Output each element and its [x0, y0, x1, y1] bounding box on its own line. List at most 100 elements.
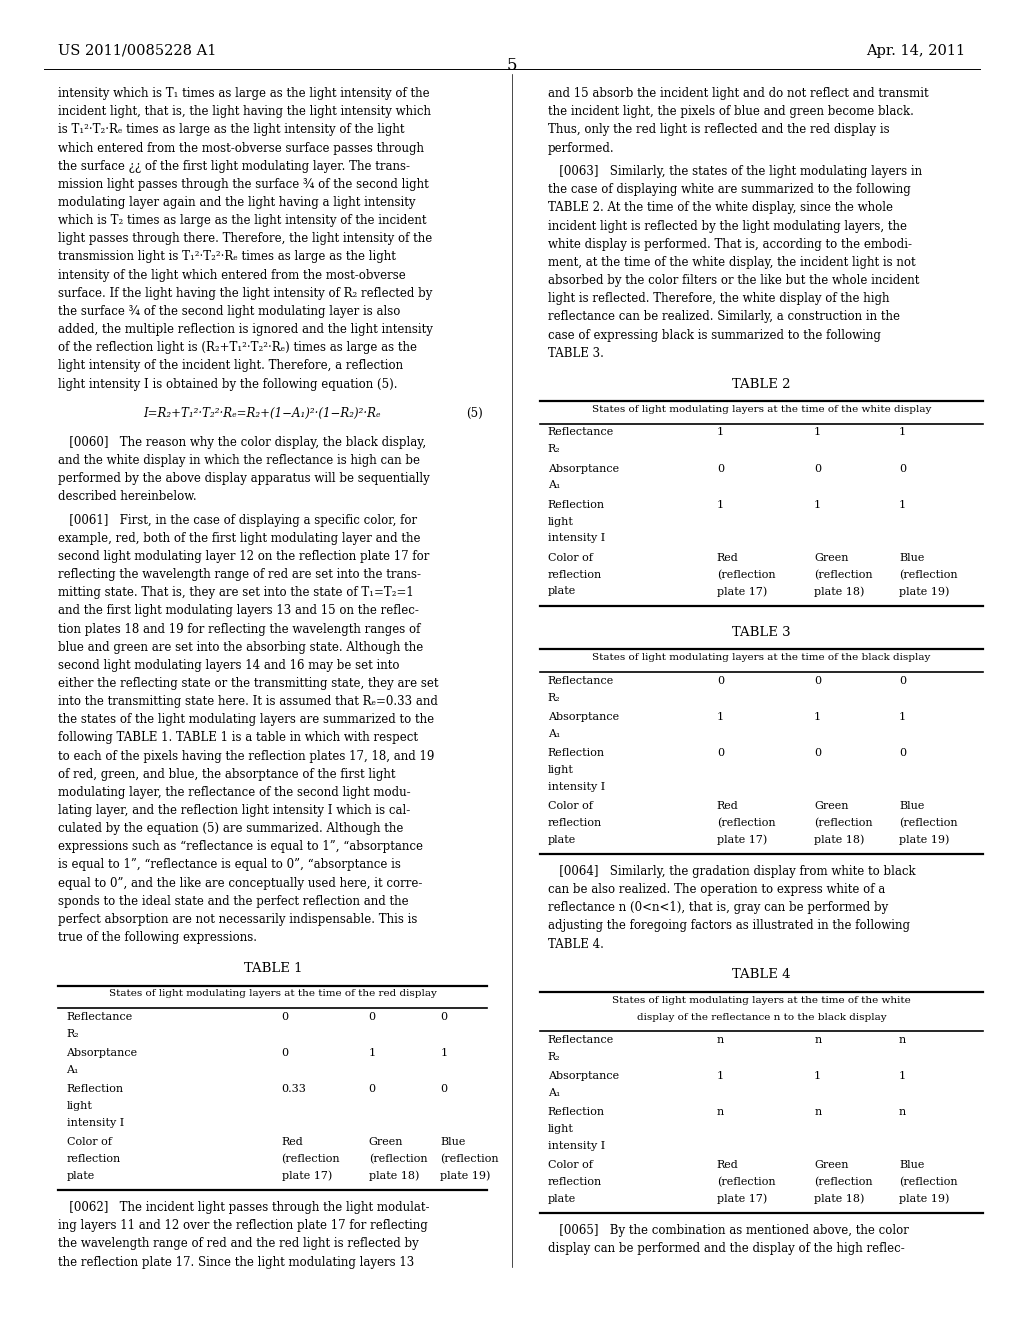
Text: example, red, both of the first light modulating layer and the: example, red, both of the first light mo…	[58, 532, 421, 545]
Text: Green: Green	[369, 1138, 403, 1147]
Text: Color of: Color of	[548, 553, 593, 562]
Text: 0: 0	[440, 1084, 447, 1094]
Text: (reflection: (reflection	[282, 1154, 340, 1164]
Text: [0061]   First, in the case of displaying a specific color, for: [0061] First, in the case of displaying …	[58, 513, 418, 527]
Text: reflection: reflection	[67, 1154, 121, 1164]
Text: 1: 1	[814, 428, 821, 437]
Text: Blue: Blue	[440, 1138, 466, 1147]
Text: which entered from the most-obverse surface passes through: which entered from the most-obverse surf…	[58, 141, 424, 154]
Text: 0: 0	[814, 676, 821, 685]
Text: plate 18): plate 18)	[814, 834, 864, 845]
Text: culated by the equation (5) are summarized. Although the: culated by the equation (5) are summariz…	[58, 822, 403, 836]
Text: added, the multiple reflection is ignored and the light intensity: added, the multiple reflection is ignore…	[58, 323, 433, 337]
Text: case of expressing black is summarized to the following: case of expressing black is summarized t…	[548, 329, 881, 342]
Text: 0: 0	[369, 1012, 376, 1022]
Text: R₂: R₂	[548, 1052, 560, 1061]
Text: Color of: Color of	[548, 1160, 593, 1170]
Text: 1: 1	[717, 1071, 724, 1081]
Text: Green: Green	[814, 801, 849, 810]
Text: and the white display in which the reflectance is high can be: and the white display in which the refle…	[58, 454, 421, 467]
Text: 1: 1	[717, 711, 724, 722]
Text: plate 18): plate 18)	[814, 1193, 864, 1204]
Text: Red: Red	[717, 553, 738, 562]
Text: mitting state. That is, they are set into the state of T₁=T₂=1: mitting state. That is, they are set int…	[58, 586, 414, 599]
Text: n: n	[899, 1107, 906, 1117]
Text: 0: 0	[717, 676, 724, 685]
Text: equal to 0”, and the like are conceptually used here, it corre-: equal to 0”, and the like are conceptual…	[58, 876, 423, 890]
Text: of the reflection light is (R₂+T₁²·T₂²·Rₑ) times as large as the: of the reflection light is (R₂+T₁²·T₂²·R…	[58, 342, 418, 354]
Text: either the reflecting state or the transmitting state, they are set: either the reflecting state or the trans…	[58, 677, 439, 690]
Text: plate 19): plate 19)	[899, 1193, 949, 1204]
Text: 0: 0	[814, 463, 821, 474]
Text: 0: 0	[282, 1048, 289, 1059]
Text: 1: 1	[717, 428, 724, 437]
Text: reflectance n (0<n<1), that is, gray can be performed by: reflectance n (0<n<1), that is, gray can…	[548, 902, 888, 915]
Text: 1: 1	[899, 500, 906, 510]
Text: reflecting the wavelength range of red are set into the trans-: reflecting the wavelength range of red a…	[58, 568, 421, 581]
Text: (reflection: (reflection	[814, 1177, 872, 1187]
Text: Reflection: Reflection	[548, 748, 605, 758]
Text: Blue: Blue	[899, 1160, 925, 1170]
Text: expressions such as “reflectance is equal to 1”, “absorptance: expressions such as “reflectance is equa…	[58, 841, 423, 853]
Text: the surface ¾ of the second light modulating layer is also: the surface ¾ of the second light modula…	[58, 305, 400, 318]
Text: which is T₂ times as large as the light intensity of the incident: which is T₂ times as large as the light …	[58, 214, 427, 227]
Text: Red: Red	[717, 801, 738, 810]
Text: performed by the above display apparatus will be sequentially: performed by the above display apparatus…	[58, 473, 430, 484]
Text: light passes through there. Therefore, the light intensity of the: light passes through there. Therefore, t…	[58, 232, 432, 246]
Text: is equal to 1”, “reflectance is equal to 0”, “absorptance is: is equal to 1”, “reflectance is equal to…	[58, 858, 401, 871]
Text: 1: 1	[899, 428, 906, 437]
Text: Reflection: Reflection	[548, 1107, 605, 1117]
Text: 1: 1	[369, 1048, 376, 1059]
Text: described hereinbelow.: described hereinbelow.	[58, 490, 197, 503]
Text: TABLE 1: TABLE 1	[244, 962, 303, 975]
Text: plate: plate	[67, 1171, 95, 1181]
Text: plate 18): plate 18)	[814, 586, 864, 597]
Text: following TABLE 1. TABLE 1 is a table in which with respect: following TABLE 1. TABLE 1 is a table in…	[58, 731, 419, 744]
Text: 0: 0	[814, 748, 821, 758]
Text: TABLE 3.: TABLE 3.	[548, 347, 604, 359]
Text: true of the following expressions.: true of the following expressions.	[58, 931, 257, 944]
Text: intensity which is T₁ times as large as the light intensity of the: intensity which is T₁ times as large as …	[58, 87, 430, 100]
Text: Absorptance: Absorptance	[548, 1071, 618, 1081]
Text: incident light is reflected by the light modulating layers, the: incident light is reflected by the light…	[548, 219, 907, 232]
Text: and the first light modulating layers 13 and 15 on the reflec-: and the first light modulating layers 13…	[58, 605, 419, 618]
Text: 1: 1	[814, 711, 821, 722]
Text: modulating layer, the reflectance of the second light modu-: modulating layer, the reflectance of the…	[58, 785, 411, 799]
Text: plate 19): plate 19)	[440, 1171, 490, 1181]
Text: Reflectance: Reflectance	[548, 1035, 614, 1044]
Text: Reflection: Reflection	[67, 1084, 124, 1094]
Text: Reflectance: Reflectance	[67, 1012, 133, 1022]
Text: modulating layer again and the light having a light intensity: modulating layer again and the light hav…	[58, 197, 416, 209]
Text: 1: 1	[899, 1071, 906, 1081]
Text: Blue: Blue	[899, 553, 925, 562]
Text: light: light	[548, 764, 573, 775]
Text: (5): (5)	[466, 407, 482, 420]
Text: TABLE 4.: TABLE 4.	[548, 937, 604, 950]
Text: plate 18): plate 18)	[369, 1171, 419, 1181]
Text: plate 19): plate 19)	[899, 586, 949, 597]
Text: Absorptance: Absorptance	[67, 1048, 137, 1059]
Text: plate 17): plate 17)	[717, 834, 767, 845]
Text: adjusting the foregoing factors as illustrated in the following: adjusting the foregoing factors as illus…	[548, 920, 910, 932]
Text: second light modulating layers 14 and 16 may be set into: second light modulating layers 14 and 16…	[58, 659, 399, 672]
Text: (reflection: (reflection	[814, 818, 872, 828]
Text: lating layer, and the reflection light intensity I which is cal-: lating layer, and the reflection light i…	[58, 804, 411, 817]
Text: Green: Green	[814, 553, 849, 562]
Text: A₁: A₁	[548, 480, 560, 491]
Text: 0: 0	[369, 1084, 376, 1094]
Text: A₁: A₁	[67, 1065, 79, 1074]
Text: incident light, that is, the light having the light intensity which: incident light, that is, the light havin…	[58, 106, 431, 119]
Text: the surface ¿¿ of the first light modulating layer. The trans-: the surface ¿¿ of the first light modula…	[58, 160, 411, 173]
Text: the reflection plate 17. Since the light modulating layers 13: the reflection plate 17. Since the light…	[58, 1255, 415, 1269]
Text: 1: 1	[814, 1071, 821, 1081]
Text: n: n	[717, 1035, 724, 1044]
Text: reflectance can be realized. Similarly, a construction in the: reflectance can be realized. Similarly, …	[548, 310, 900, 323]
Text: Reflection: Reflection	[548, 500, 605, 510]
Text: the states of the light modulating layers are summarized to the: the states of the light modulating layer…	[58, 713, 434, 726]
Text: 0: 0	[717, 463, 724, 474]
Text: perfect absorption are not necessarily indispensable. This is: perfect absorption are not necessarily i…	[58, 913, 418, 925]
Text: R₂: R₂	[67, 1028, 79, 1039]
Text: States of light modulating layers at the time of the white: States of light modulating layers at the…	[612, 995, 910, 1005]
Text: (reflection: (reflection	[717, 570, 775, 579]
Text: reflection: reflection	[548, 818, 602, 828]
